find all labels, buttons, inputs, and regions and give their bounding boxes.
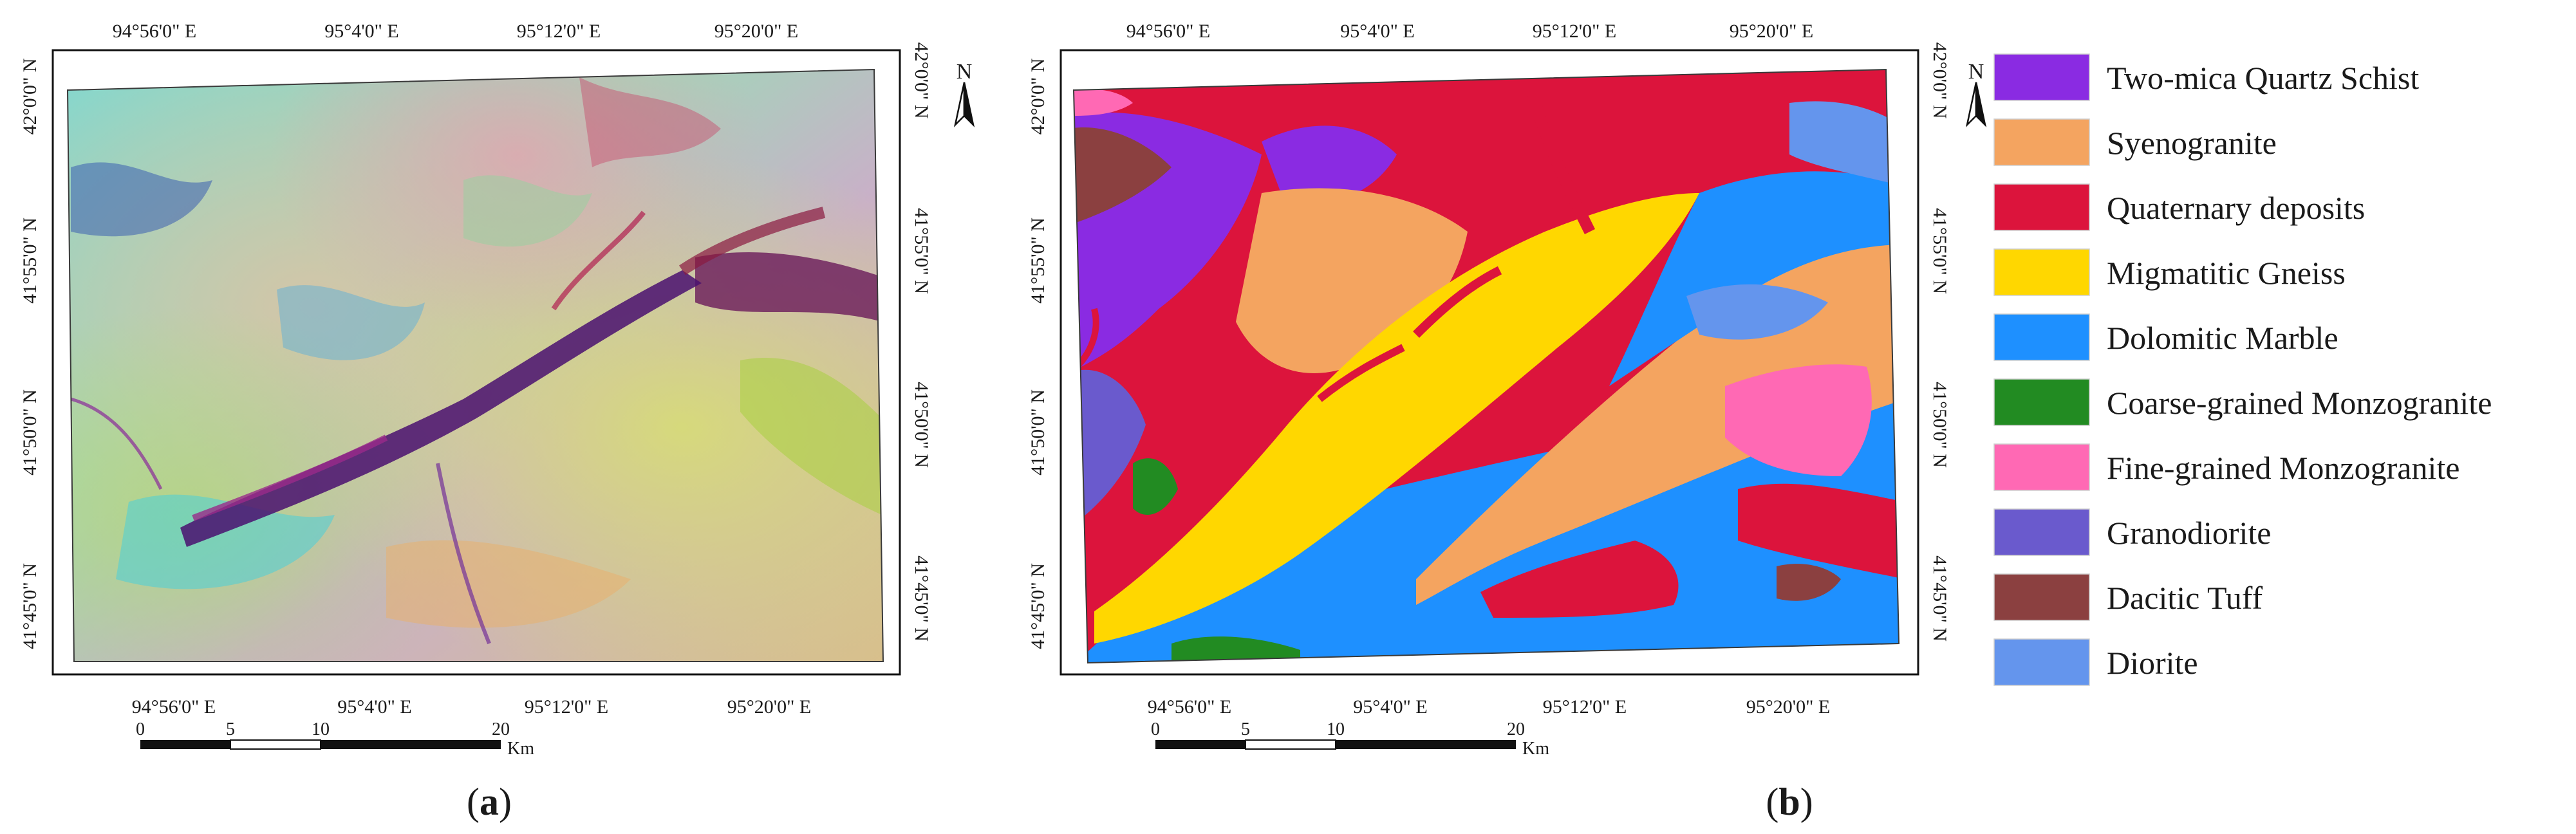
scale-tick-label: 10 <box>1327 719 1345 739</box>
panel-b-top-lon-label: 95°20'0" E <box>1730 21 1813 42</box>
scale-tick-label: 10 <box>312 719 330 739</box>
legend: Two-mica Quartz Schist Syenogranite Quater… <box>1993 53 2492 686</box>
panel-a-frame <box>51 49 901 676</box>
scale-tick-label: 0 <box>136 719 145 739</box>
north-label: N <box>957 60 973 84</box>
panel-a-right-lat-label: 42°0'0" N <box>911 42 932 119</box>
panel-a-satellite-map: 94°56'0" E 95°4'0" E 95°12'0" E 95°20'0"… <box>19 21 975 823</box>
legend-label: Dolomitic Marble <box>2107 320 2338 356</box>
north-arrow-icon: N <box>1965 60 1987 127</box>
panel-a-right-lat-label: 41°50'0" N <box>911 382 932 468</box>
legend-swatch <box>1993 53 2090 101</box>
legend-swatch <box>1993 313 2090 361</box>
panel-a-top-lon-label: 95°12'0" E <box>517 21 601 42</box>
north-label: N <box>1968 60 1984 84</box>
panel-b-bottom-lon-label: 94°56'0" E <box>1148 696 1231 718</box>
scale-tick-label: 20 <box>1507 719 1525 739</box>
panel-a-bottom-lon-label: 95°4'0" E <box>337 696 411 718</box>
panel-a-bottom-lon-label: 95°20'0" E <box>727 696 811 718</box>
legend-label: Granodiorite <box>2107 515 2271 551</box>
legend-label: Migmatitic Gneiss <box>2107 255 2346 291</box>
scale-tick-label: 5 <box>1241 719 1250 739</box>
panel-a-label: (a) <box>467 781 512 823</box>
legend-label: Coarse-grained Monzogranite <box>2107 385 2492 421</box>
panel-b-geologic-map: 94°56'0" E 95°4'0" E 95°12'0" E 95°20'0"… <box>1027 21 1987 823</box>
scale-tick-label: 20 <box>492 719 510 739</box>
scale-unit-label: Km <box>507 739 534 759</box>
legend-label: Diorite <box>2107 645 2198 681</box>
legend-swatch <box>1993 638 2090 686</box>
satellite-image <box>68 70 883 662</box>
panel-b-scale-bar: 0 5 10 20 Km <box>1151 719 1549 759</box>
legend-label: Dacitic Tuff <box>2107 580 2263 616</box>
legend-swatch <box>1993 508 2090 556</box>
north-arrow-icon: N <box>953 60 975 127</box>
panel-b-right-lat-label: 41°45'0" N <box>1929 555 1950 642</box>
panel-a-left-lat-label: 41°55'0" N <box>19 218 41 304</box>
legend-swatch <box>1993 573 2090 621</box>
legend-label: Quaternary deposits <box>2107 190 2365 226</box>
legend-label: Syenogranite <box>2107 125 2277 161</box>
panel-b-top-lon-label: 94°56'0" E <box>1126 21 1210 42</box>
legend-swatch <box>1993 183 2090 231</box>
geologic-units <box>1074 70 1899 663</box>
panel-b-left-lat-label: 41°45'0" N <box>1027 563 1049 649</box>
panel-a-right-lat-label: 41°55'0" N <box>911 208 932 294</box>
panel-a-right-lat-label: 41°45'0" N <box>911 555 932 642</box>
panel-b-bottom-lon-label: 95°20'0" E <box>1746 696 1830 718</box>
scale-tick-label: 0 <box>1151 719 1160 739</box>
panel-a-left-lat-label: 41°45'0" N <box>19 563 41 649</box>
panel-b-left-lat-label: 41°55'0" N <box>1027 218 1049 304</box>
legend-swatch <box>1993 443 2090 491</box>
panel-a-top-lon-label: 94°56'0" E <box>113 21 196 42</box>
panel-a-top-lon-label: 95°20'0" E <box>714 21 798 42</box>
scale-unit-label: Km <box>1522 739 1549 759</box>
panel-b-right-lat-label: 42°0'0" N <box>1929 42 1950 119</box>
legend-swatch <box>1993 248 2090 296</box>
panel-a-left-lat-label: 41°50'0" N <box>19 389 41 476</box>
panel-b-frame <box>1059 49 1919 676</box>
legend-swatch <box>1993 378 2090 426</box>
panel-b-bottom-lon-label: 95°12'0" E <box>1543 696 1627 718</box>
panel-b-left-lat-label: 42°0'0" N <box>1027 59 1049 135</box>
panel-a-bottom-lon-label: 94°56'0" E <box>132 696 216 718</box>
panel-a-bottom-lon-label: 95°12'0" E <box>525 696 608 718</box>
panel-b-right-lat-label: 41°50'0" N <box>1929 382 1950 468</box>
panel-b-bottom-lon-label: 95°4'0" E <box>1353 696 1427 718</box>
legend-label: Two-mica Quartz Schist <box>2107 60 2419 96</box>
panel-b-left-lat-label: 41°50'0" N <box>1027 389 1049 476</box>
panel-b-right-lat-label: 41°55'0" N <box>1929 208 1950 294</box>
panel-b-top-lon-label: 95°4'0" E <box>1340 21 1414 42</box>
scale-tick-label: 5 <box>226 719 235 739</box>
legend-swatch <box>1993 118 2090 166</box>
panel-b-label: (b) <box>1766 781 1813 823</box>
panel-a-left-lat-label: 42°0'0" N <box>19 59 41 135</box>
legend-label: Fine-grained Monzogranite <box>2107 450 2459 486</box>
panel-a-scale-bar: 0 5 10 20 Km <box>136 719 534 759</box>
panel-b-top-lon-label: 95°12'0" E <box>1533 21 1616 42</box>
panel-a-top-lon-label: 95°4'0" E <box>324 21 398 42</box>
